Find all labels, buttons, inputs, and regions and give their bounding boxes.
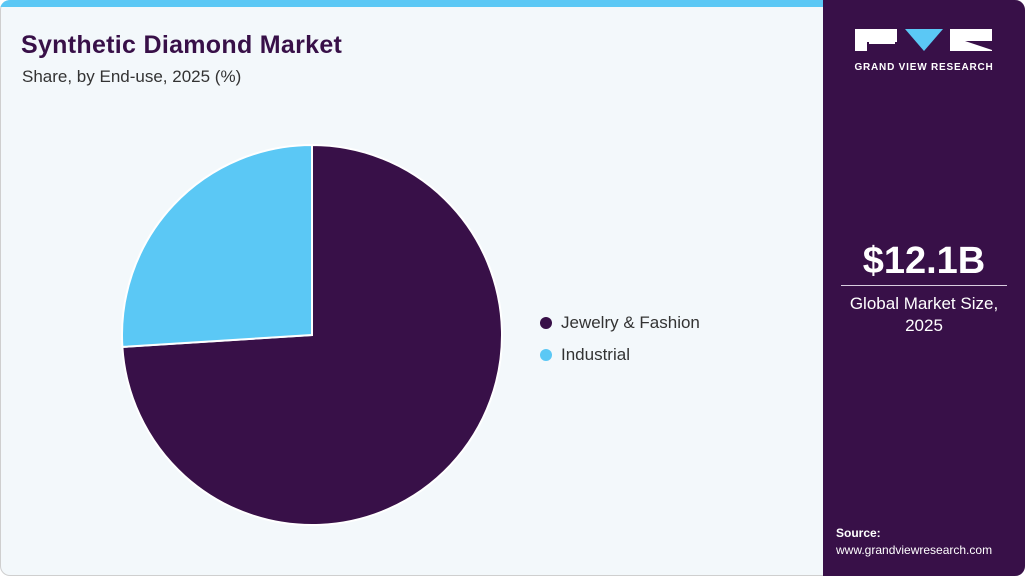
source-link[interactable]: www.grandviewresearch.com bbox=[836, 543, 993, 557]
legend-label: Industrial bbox=[561, 345, 630, 364]
legend: Jewelry & Fashion Industrial bbox=[540, 307, 700, 371]
legend-dot-industrial-icon bbox=[540, 349, 552, 361]
chart-title: Synthetic Diamond Market bbox=[21, 31, 343, 59]
legend-item-jewelry-fashion: Jewelry & Fashion bbox=[540, 307, 700, 339]
legend-label: Jewelry & Fashion bbox=[561, 313, 700, 332]
divider bbox=[841, 285, 1007, 286]
gvr-logo-icon bbox=[855, 29, 992, 51]
pie-chart bbox=[121, 143, 503, 526]
gvr-logo: GRAND VIEW RESEARCH bbox=[853, 28, 995, 73]
market-size-value: $12.1B bbox=[862, 240, 986, 282]
source-title: Source: bbox=[836, 526, 881, 540]
market-label-line1: Global Market Size, bbox=[849, 294, 999, 313]
chart-area: Synthetic Diamond Market Share, by End-u… bbox=[0, 7, 823, 576]
top-accent-bar bbox=[0, 0, 823, 7]
sidebar-panel: GRAND VIEW RESEARCH $12.1B Global Market… bbox=[823, 0, 1025, 576]
pie-slice-industrial bbox=[121, 143, 313, 348]
chart-subtitle: Share, by End-use, 2025 (%) bbox=[22, 67, 242, 86]
legend-dot-jewelry-icon bbox=[540, 317, 552, 329]
market-label-line2: 2025 bbox=[905, 316, 943, 335]
logo-text: GRAND VIEW RESEARCH bbox=[854, 62, 994, 73]
legend-item-industrial: Industrial bbox=[540, 339, 700, 371]
market-size-label: Global Market Size, 2025 bbox=[823, 293, 1025, 337]
